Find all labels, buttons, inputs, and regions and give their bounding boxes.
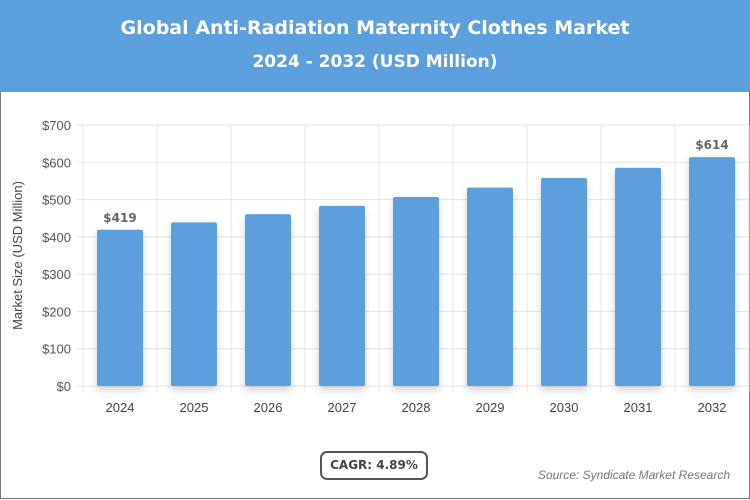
x-tick-label: 2027	[328, 400, 357, 415]
x-tick-label: 2031	[624, 400, 653, 415]
bar-2026	[245, 214, 291, 386]
data-label: $614	[695, 138, 728, 152]
y-tick-label: $100	[42, 342, 71, 357]
x-tick-label: 2024	[106, 400, 135, 415]
chart-header: Global Anti-Radiation Maternity Clothes …	[0, 0, 750, 92]
bar-2029	[467, 187, 513, 386]
y-tick-label: $200	[42, 304, 71, 319]
chart-title: Global Anti-Radiation Maternity Clothes …	[120, 17, 630, 39]
x-tick-label: 2030	[550, 400, 579, 415]
x-tick-label: 2032	[698, 400, 727, 415]
y-tick-label: $600	[42, 155, 71, 170]
y-tick-label: $0	[57, 379, 71, 394]
bar-2028	[393, 196, 439, 386]
bar-2030	[541, 177, 587, 386]
bar-2031	[615, 167, 661, 386]
y-tick-label: $500	[42, 193, 71, 208]
x-tick-label: 2028	[402, 400, 431, 415]
x-tick-label: 2029	[476, 400, 505, 415]
y-axis-title: Market Size (USD Million)	[10, 181, 25, 330]
y-tick-label: $300	[42, 267, 71, 282]
y-tick-label: $400	[42, 230, 71, 245]
cagr-badge: CAGR: 4.89%	[320, 451, 428, 480]
bar-2024	[97, 229, 143, 386]
bar-2025	[171, 222, 217, 386]
x-tick-label: 2025	[180, 400, 209, 415]
bar-2027	[319, 205, 365, 386]
data-label: $419	[103, 211, 136, 225]
x-tick-label: 2026	[254, 400, 283, 415]
y-tick-label: $700	[42, 118, 71, 133]
bar-2032	[689, 157, 735, 386]
source-note: Source: Syndicate Market Research	[537, 468, 730, 482]
chart-subtitle: 2024 - 2032 (USD Million)	[252, 52, 498, 72]
